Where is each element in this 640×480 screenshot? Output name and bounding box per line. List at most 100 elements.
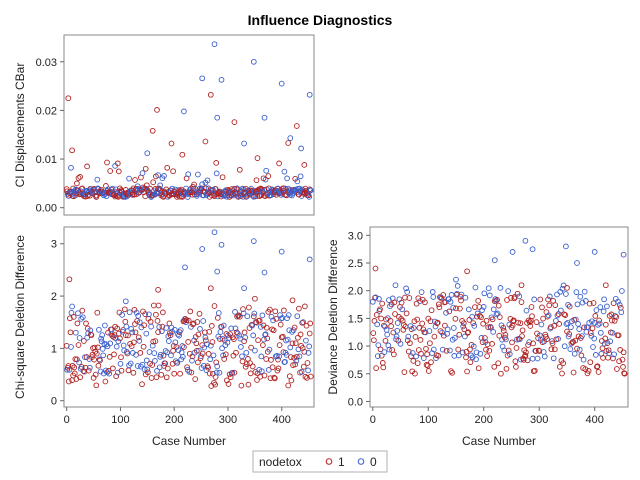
data-point-chisq (140, 343, 147, 350)
data-point-deviance (438, 295, 445, 302)
data-point-deviance (610, 355, 616, 362)
data-point-chisq (271, 375, 278, 382)
data-point-chisq (194, 319, 201, 325)
data-point-chisq (163, 374, 170, 381)
data-point-chisq (274, 353, 280, 359)
data-point-deviance (388, 323, 394, 330)
data-point-deviance (397, 340, 404, 347)
data-point-deviance (489, 341, 495, 347)
data-point-cbar (293, 123, 300, 129)
data-point-deviance (449, 369, 455, 376)
data-point-deviance (370, 330, 377, 336)
data-point-chisq (141, 322, 147, 329)
data-point-chisq (135, 334, 142, 341)
data-point-chisq (86, 364, 93, 371)
data-point-chisq (243, 361, 250, 367)
data-point-deviance (417, 298, 423, 304)
data-point-deviance (416, 325, 423, 331)
data-point-deviance (589, 325, 596, 332)
data-point-deviance (579, 333, 585, 339)
data-point-chisq (290, 327, 297, 333)
data-point-deviance (503, 336, 509, 343)
data-point-deviance (602, 282, 609, 289)
data-point-cbar (132, 177, 138, 183)
data-point-chisq (160, 352, 167, 359)
data-point-chisq (215, 310, 222, 316)
data-point-chisq (307, 320, 314, 327)
data-point-chisq (197, 326, 203, 332)
panel-deviance-frame (369, 226, 629, 408)
panel-chisq-ylabel: Chi-square Deletion Difference (13, 235, 27, 399)
data-point-chisq (102, 378, 109, 385)
data-point-chisq (238, 344, 244, 350)
xtick-label: 100 (111, 414, 129, 426)
data-point-deviance (406, 295, 413, 301)
data-point-chisq (277, 321, 284, 328)
data-point-deviance (435, 352, 442, 359)
data-point-deviance (620, 349, 627, 356)
data-point-deviance (552, 302, 559, 308)
data-point-chisq (142, 311, 149, 317)
ytick-label: 0.5 (348, 369, 363, 381)
data-point-deviance (428, 359, 434, 366)
data-point-deviance (611, 351, 617, 358)
data-point-chisq (246, 304, 252, 311)
data-point-chisq (134, 318, 140, 324)
data-point-chisq (154, 368, 160, 374)
data-point-deviance (518, 282, 525, 289)
data-point-chisq (251, 310, 258, 317)
data-point-chisq (269, 364, 276, 371)
data-point-cbar (179, 151, 186, 158)
xtick-label: 0 (64, 414, 70, 426)
data-point-deviance (505, 347, 512, 354)
data-point-deviance (482, 335, 488, 341)
data-point-chisq (253, 319, 259, 325)
data-point-deviance (465, 329, 472, 335)
data-point-chisq (119, 312, 125, 318)
data-point-deviance (590, 300, 597, 306)
data-point-cbar (77, 174, 83, 180)
data-point-chisq (305, 350, 312, 356)
data-point-chisq (304, 360, 311, 366)
panel-deviance-xlabel: Case Number (462, 434, 536, 448)
data-point-deviance (581, 324, 588, 331)
data-point-cbar (170, 168, 176, 175)
data-point-deviance (551, 346, 558, 353)
panel-chisq-points (63, 229, 314, 389)
data-point-deviance (551, 322, 558, 329)
data-point-chisq (219, 345, 225, 352)
data-point-chisq (164, 365, 171, 372)
data-point-cbar (109, 185, 116, 192)
data-point-cbar (307, 187, 314, 194)
data-point-deviance (585, 368, 592, 374)
data-point-chisq (179, 343, 186, 349)
data-point-deviance (530, 340, 536, 347)
data-point-deviance (544, 313, 551, 320)
data-point-chisq (306, 330, 313, 337)
data-point-deviance (503, 365, 510, 372)
data-point-chisq (300, 363, 307, 370)
data-point-deviance (550, 297, 556, 304)
data-point-deviance (431, 333, 438, 340)
data-point-chisq (299, 319, 306, 326)
data-point-cbar (213, 160, 220, 166)
data-point-cbar (91, 185, 97, 192)
data-point-cbar (257, 185, 264, 192)
data-point-deviance (605, 347, 612, 354)
data-point-deviance (525, 342, 531, 348)
data-point-deviance (573, 289, 580, 295)
data-point-deviance (539, 304, 545, 311)
xtick-label: 0 (370, 414, 376, 426)
data-point-deviance (392, 282, 399, 289)
data-point-cbar (231, 119, 238, 125)
data-point-deviance (559, 370, 565, 377)
data-point-chisq (214, 363, 221, 370)
data-point-chisq (229, 369, 236, 376)
data-point-chisq (172, 358, 179, 365)
data-point-cbar (168, 140, 175, 147)
ytick-label: 2.5 (348, 258, 363, 270)
data-point-deviance (439, 346, 446, 353)
data-point-chisq (97, 357, 103, 364)
data-point-deviance (541, 353, 548, 360)
data-point-chisq (196, 347, 202, 354)
